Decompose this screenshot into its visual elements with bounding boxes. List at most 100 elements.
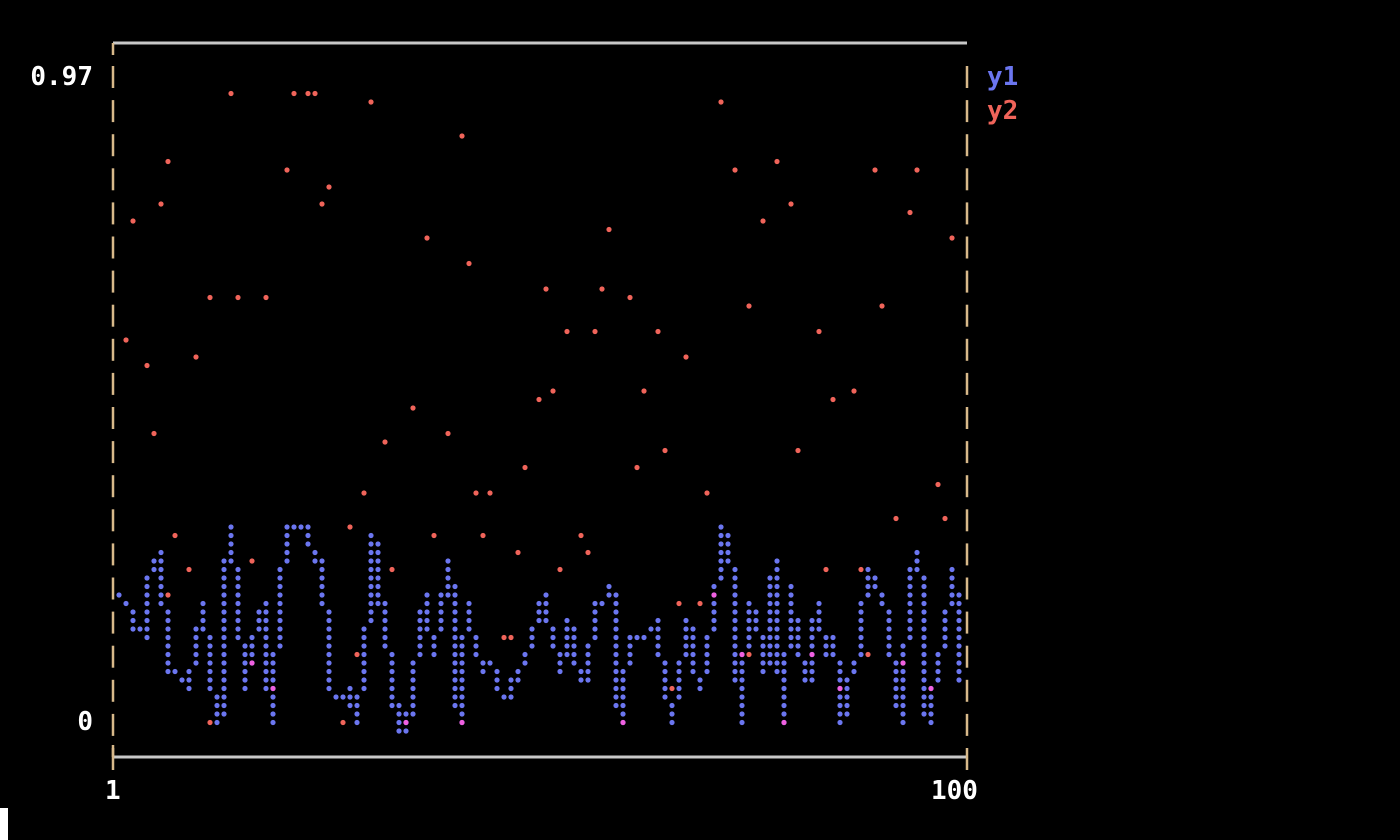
y1-line-dot xyxy=(613,694,619,700)
y1-line-dot xyxy=(361,634,367,641)
y1-line-dot xyxy=(403,728,409,734)
y1-line-dot xyxy=(788,592,794,598)
y1-line-dot xyxy=(613,617,619,624)
y1-line-dot xyxy=(200,617,206,624)
y1-line-dot xyxy=(662,668,668,675)
y1-line-dot xyxy=(907,592,913,598)
y1-line-dot xyxy=(760,634,766,641)
y1-line-dot xyxy=(774,566,780,573)
y1-line-dot xyxy=(221,643,227,649)
y1-line-dot xyxy=(641,634,647,641)
y1-line-dot xyxy=(333,694,339,700)
terminal-cursor xyxy=(0,808,8,840)
y1-line-dot xyxy=(921,626,927,632)
y1-line-dot xyxy=(263,660,269,666)
y1-line-dot xyxy=(452,668,458,675)
y1-line-dot xyxy=(613,592,619,598)
y1-line-dot xyxy=(690,668,696,675)
y1-line-dot xyxy=(921,651,927,658)
y1-line-dot xyxy=(858,600,864,607)
y1-line-dot xyxy=(879,600,885,607)
y1-line-dot xyxy=(900,702,906,709)
y1-line-dot xyxy=(410,677,416,683)
y1-line-dot xyxy=(410,668,416,675)
y1-line-dot xyxy=(949,583,955,590)
y1-line-dot xyxy=(655,643,661,649)
y2-point xyxy=(606,226,612,233)
y1-line-dot xyxy=(767,626,773,632)
y1-line-dot xyxy=(613,660,619,666)
y1-line-dot xyxy=(809,643,815,649)
y1-line-dot xyxy=(921,660,927,666)
y1-line-dot xyxy=(417,617,423,624)
y1-line-dot xyxy=(886,609,892,615)
y1-line-dot xyxy=(228,524,234,530)
y1-line-dot xyxy=(172,668,178,675)
y1-line-dot xyxy=(340,694,346,700)
y2-point xyxy=(186,566,192,573)
y2-point xyxy=(445,430,451,437)
y1-line-dot xyxy=(788,617,794,624)
y1-line-dot xyxy=(928,694,934,700)
y1-line-dot xyxy=(529,643,535,649)
y1-line-dot xyxy=(774,583,780,590)
y1-line-dot xyxy=(732,566,738,573)
y1-line-dot xyxy=(536,600,542,607)
y1-line-dot xyxy=(872,583,878,590)
y2-point xyxy=(459,133,465,139)
y1-line-dot xyxy=(550,643,556,649)
y1-line-dot xyxy=(858,634,864,641)
y1-line-dot xyxy=(914,566,920,573)
y1-line-dot xyxy=(389,668,395,675)
y1-line-dot xyxy=(487,660,493,666)
y1-line-dot xyxy=(459,634,465,641)
y2-point xyxy=(620,719,626,726)
y1-line-dot xyxy=(242,643,248,649)
y1-line-dot xyxy=(907,617,913,624)
y1-line-dot xyxy=(893,660,899,666)
y1-line-dot xyxy=(410,660,416,666)
y1-line-dot xyxy=(858,643,864,649)
y1-line-dot xyxy=(809,617,815,624)
y1-line-dot xyxy=(781,711,787,717)
y2-point xyxy=(508,634,514,641)
y1-line-dot xyxy=(263,634,269,641)
y1-line-dot xyxy=(207,685,213,692)
y1-line-dot xyxy=(263,617,269,624)
y1-line-dot xyxy=(158,566,164,573)
y1-line-dot xyxy=(207,651,213,658)
y1-line-dot xyxy=(529,634,535,641)
y1-line-dot xyxy=(718,541,724,547)
y1-line-dot xyxy=(802,660,808,666)
y1-line-dot xyxy=(837,660,843,666)
y1-line-dot xyxy=(221,609,227,615)
y1-line-dot xyxy=(767,660,773,666)
y1-line-dot xyxy=(669,719,675,726)
y-tick-label-min: 0 xyxy=(77,707,93,737)
y1-line-dot xyxy=(368,558,374,564)
y1-line-dot xyxy=(382,626,388,632)
y1-line-dot xyxy=(473,651,479,658)
y1-line-dot xyxy=(424,592,430,598)
y1-line-dot xyxy=(823,634,829,641)
y1-line-dot xyxy=(312,558,318,564)
y1-line-dot xyxy=(263,651,269,658)
y1-line-dot xyxy=(837,702,843,709)
y1-line-dot xyxy=(662,694,668,700)
y1-line-dot xyxy=(564,643,570,649)
y1-line-dot xyxy=(557,651,563,658)
y1-line-dot xyxy=(900,677,906,683)
y1-line-dot xyxy=(270,719,276,726)
y1-line-dot xyxy=(375,558,381,564)
y1-line-dot xyxy=(921,600,927,607)
y1-line-dot xyxy=(452,677,458,683)
y1-line-dot xyxy=(214,711,220,717)
y1-line-dot xyxy=(683,643,689,649)
x-tick-label-min: 1 xyxy=(105,776,121,806)
y1-line-dot xyxy=(669,711,675,717)
y1-line-dot xyxy=(235,583,241,590)
y1-line-dot xyxy=(858,617,864,624)
y1-line-dot xyxy=(207,668,213,675)
y2-point xyxy=(634,464,640,471)
y1-line-dot xyxy=(816,617,822,624)
